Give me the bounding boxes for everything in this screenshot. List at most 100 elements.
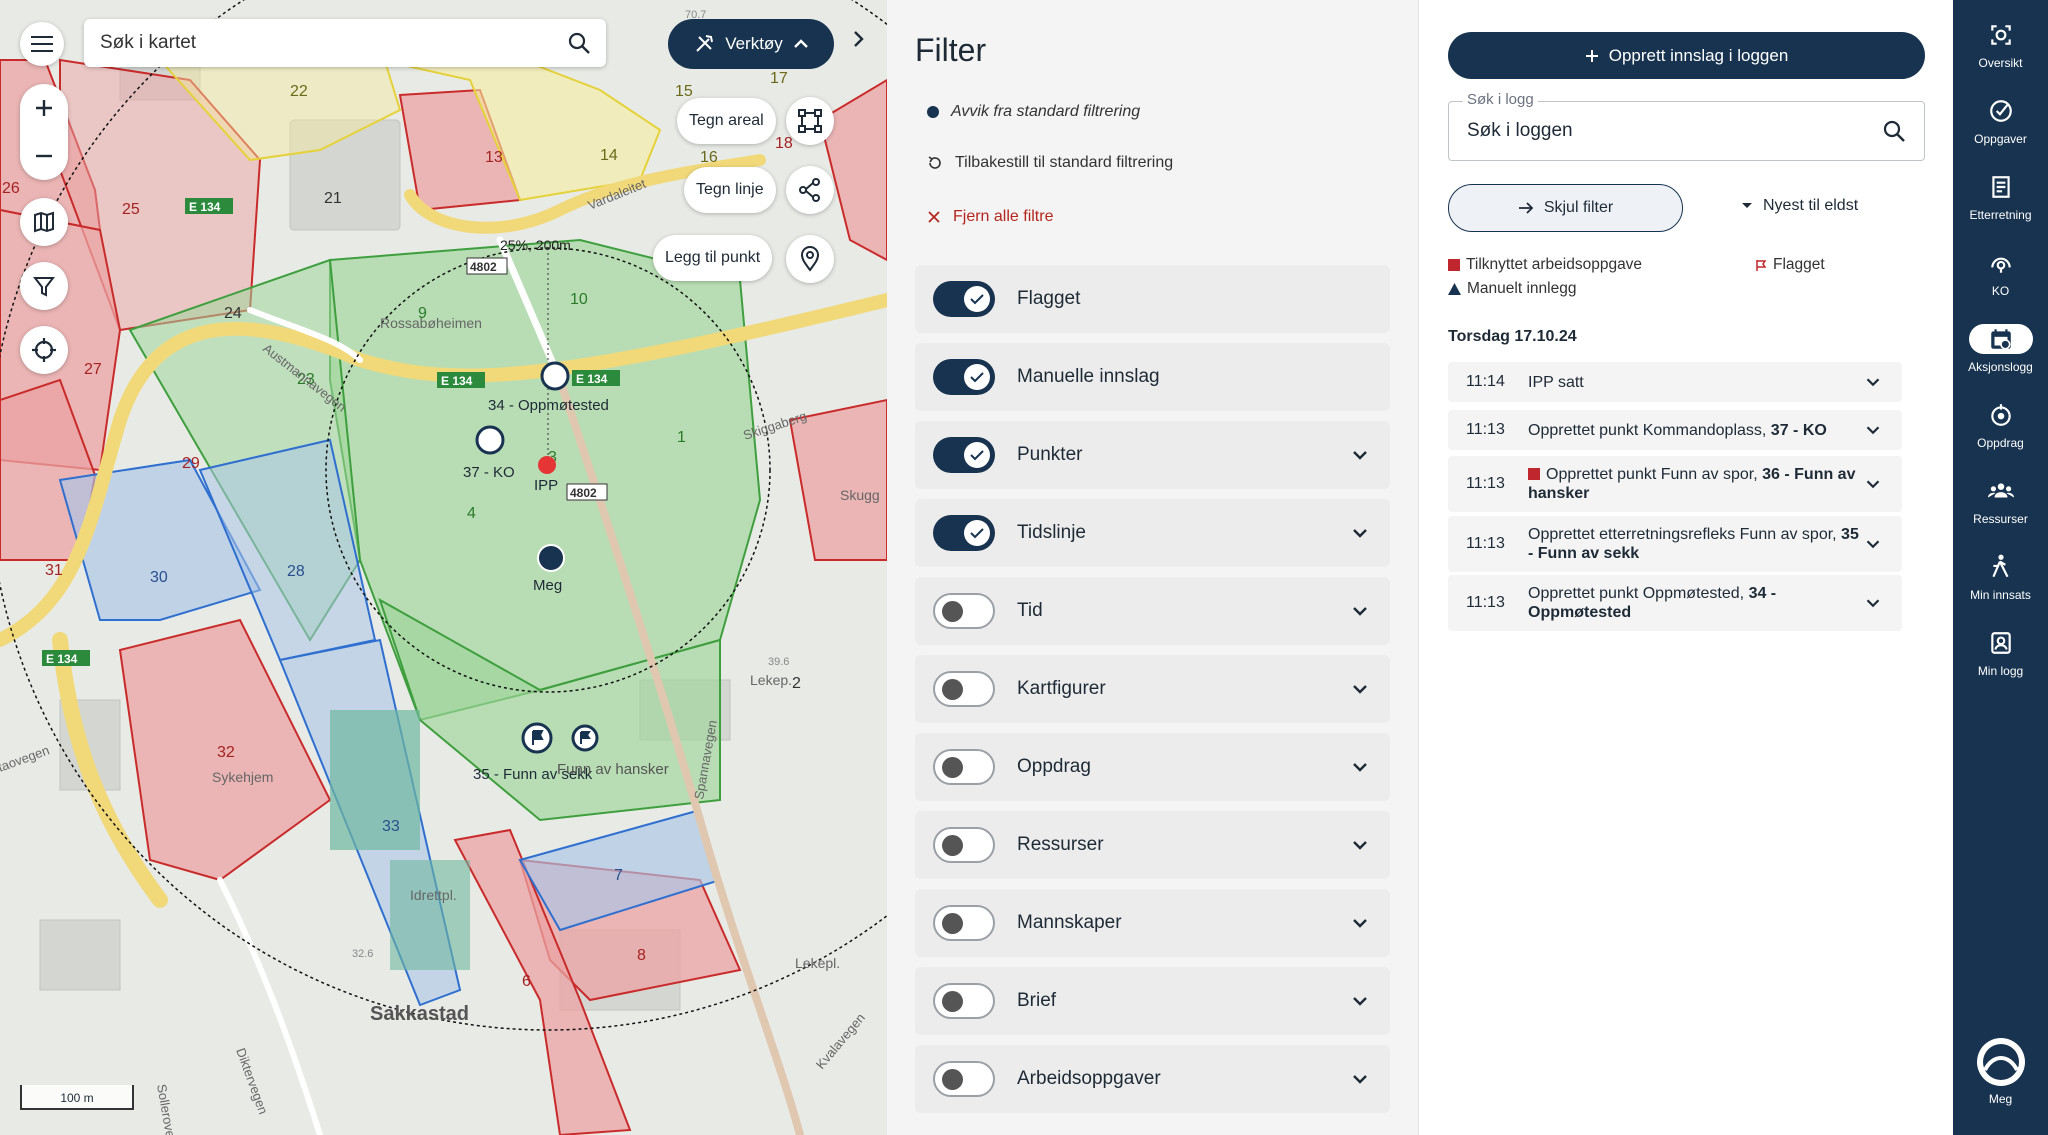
svg-text:29: 29 [182,455,200,472]
nav-item-min-innsats[interactable]: Min innsats [1953,552,2048,602]
svg-text:E 134: E 134 [441,374,473,388]
chevron-down-icon [1866,540,1880,549]
filter-toggle[interactable] [933,437,995,473]
create-log-entry-button[interactable]: Opprett innslag i loggen [1448,32,1925,79]
layers-button[interactable] [20,198,68,246]
nav-icon-wrap [1988,96,2014,126]
svg-text:7: 7 [614,867,623,884]
nav-item-label: Min innsats [1970,588,2031,602]
filter-row[interactable]: Punkter [915,421,1390,489]
filter-row[interactable]: Tid [915,577,1390,645]
svg-text:33: 33 [382,818,400,835]
svg-text:Sykehjem: Sykehjem [212,769,273,785]
plus-icon [1585,49,1598,62]
filter-row[interactable]: Ressurser [915,811,1390,879]
square-icon [1448,259,1460,271]
map-view[interactable]: 22 15 17 13 14 16 18 25 21 26 24 27 10 9… [0,0,887,1135]
svg-text:8: 8 [637,947,646,964]
nav-item-meg[interactable]: Meg [1953,1038,2048,1106]
filter-toggle[interactable] [933,281,995,317]
add-point-button[interactable]: Legg til punkt [653,235,773,281]
chevron-down-icon [1353,1075,1367,1084]
remove-all-filters-link[interactable]: Fjern alle filtre [927,208,1053,226]
svg-text:15: 15 [675,83,693,100]
legend-task: Tilknyttet arbeidsoppgave [1448,256,1642,274]
check-icon [970,294,984,305]
svg-text:30: 30 [150,569,168,586]
sort-dropdown[interactable]: Nyest til eldst [1741,197,1858,215]
zoom-out-button[interactable] [20,132,68,180]
log-entry[interactable]: 11:13 Opprettet etterretningsrefleks Funn… [1448,516,1902,572]
svg-text:39.6: 39.6 [768,656,789,668]
log-search-input[interactable]: Søk i logg Søk i loggen [1448,91,1925,161]
filter-toggle[interactable] [933,359,995,395]
menu-button[interactable] [20,22,64,66]
draw-area-icon-button[interactable] [786,97,834,145]
log-entry[interactable]: 11:13 Opprettet punkt Kommandoplass, 37 -… [1448,410,1902,450]
svg-text:IPP: IPP [534,477,558,494]
nav-item-min-logg[interactable]: Min logg [1953,628,2048,678]
filter-row[interactable]: Flagget [915,265,1390,333]
map-pin-icon [800,246,820,272]
add-point-icon-button[interactable] [786,235,834,283]
reset-filter-link[interactable]: Tilbakestill til standard filtrering [927,154,1173,172]
nav-item-aksjonslogg[interactable]: Aksjonslogg [1953,324,2048,374]
chevron-down-icon [1866,426,1880,435]
log-entry[interactable]: 11:13 Opprettet punkt Oppmøtested, 34 - O… [1448,575,1902,631]
zoom-in-button[interactable] [20,84,68,132]
nav-item-ko[interactable]: KO [1953,248,2048,298]
log-entry-time: 11:13 [1466,535,1505,552]
svg-text:E 134: E 134 [189,200,221,214]
filter-toggle[interactable] [933,515,995,551]
filter-row[interactable]: Manuelle innslag [915,343,1390,411]
tools-button[interactable]: Verktøy [668,19,834,69]
nav-icon-wrap [1988,248,2014,278]
filter-toggle[interactable] [933,749,995,785]
filter-toggle[interactable] [933,593,995,629]
filter-toggle[interactable] [933,827,995,863]
filter-row[interactable]: Mannskaper [915,889,1390,957]
toggle-knob [942,679,963,700]
tools-icon [696,35,714,52]
locate-me-button[interactable] [20,326,68,374]
log-entry-ref: 34 - Oppmøtested [1528,585,1777,621]
filter-toggle[interactable] [933,671,995,707]
log-entry-ref: 37 - KO [1770,421,1827,439]
filter-row-label: Punkter [1017,444,1083,465]
filter-toggle[interactable] [933,905,995,941]
sort-label: Nyest til eldst [1763,197,1859,214]
chevron-up-icon [793,39,808,48]
filter-row-label: Flagget [1017,288,1081,309]
filter-toggle[interactable] [933,1061,995,1097]
nav-item-ressurser[interactable]: Ressurser [1953,476,2048,526]
nav-item-label: Min logg [1977,664,2024,678]
nav-item-oppgaver[interactable]: Oppgaver [1953,96,2048,146]
filter-row[interactable]: Arbeidsoppgaver [915,1045,1390,1113]
oppgaver-icon [1989,100,2012,122]
collapse-panel-button[interactable] [852,28,866,54]
draw-line-button[interactable]: Tegn linje [684,167,776,213]
log-entry-text: Opprettet punkt Kommandoplass, 37 - KO [1528,421,1862,440]
map-search-input[interactable]: Søk i kartet [84,19,606,67]
filter-row[interactable]: Brief [915,967,1390,1035]
filter-row[interactable]: Oppdrag [915,733,1390,801]
log-entry[interactable]: 11:14 IPP satt [1448,362,1902,402]
check-icon [970,450,984,461]
log-entry[interactable]: 11:13 Opprettet punkt Funn av spor, 36 - … [1448,456,1902,512]
crosshair-icon [32,338,56,362]
map-filter-button[interactable] [20,262,68,310]
draw-area-button[interactable]: Tegn areal [677,98,776,144]
add-point-label: Legg til punkt [665,249,761,266]
nav-icon-wrap [1988,20,2014,50]
nav-item-oversikt[interactable]: Oversikt [1953,20,2048,70]
filter-row-label: Ressurser [1017,834,1104,855]
nav-item-oppdrag[interactable]: Oppdrag [1953,400,2048,450]
filter-row[interactable]: Kartfigurer [915,655,1390,723]
nav-item-label: Aksjonslogg [1968,360,2033,374]
log-entry-time: 11:13 [1466,421,1505,438]
filter-toggle[interactable] [933,983,995,1019]
nav-item-etterretning[interactable]: Etterretning [1953,172,2048,222]
draw-line-icon-button[interactable] [786,166,834,214]
hide-filter-button[interactable]: Skjul filter [1448,184,1683,232]
filter-row[interactable]: Tidslinje [915,499,1390,567]
